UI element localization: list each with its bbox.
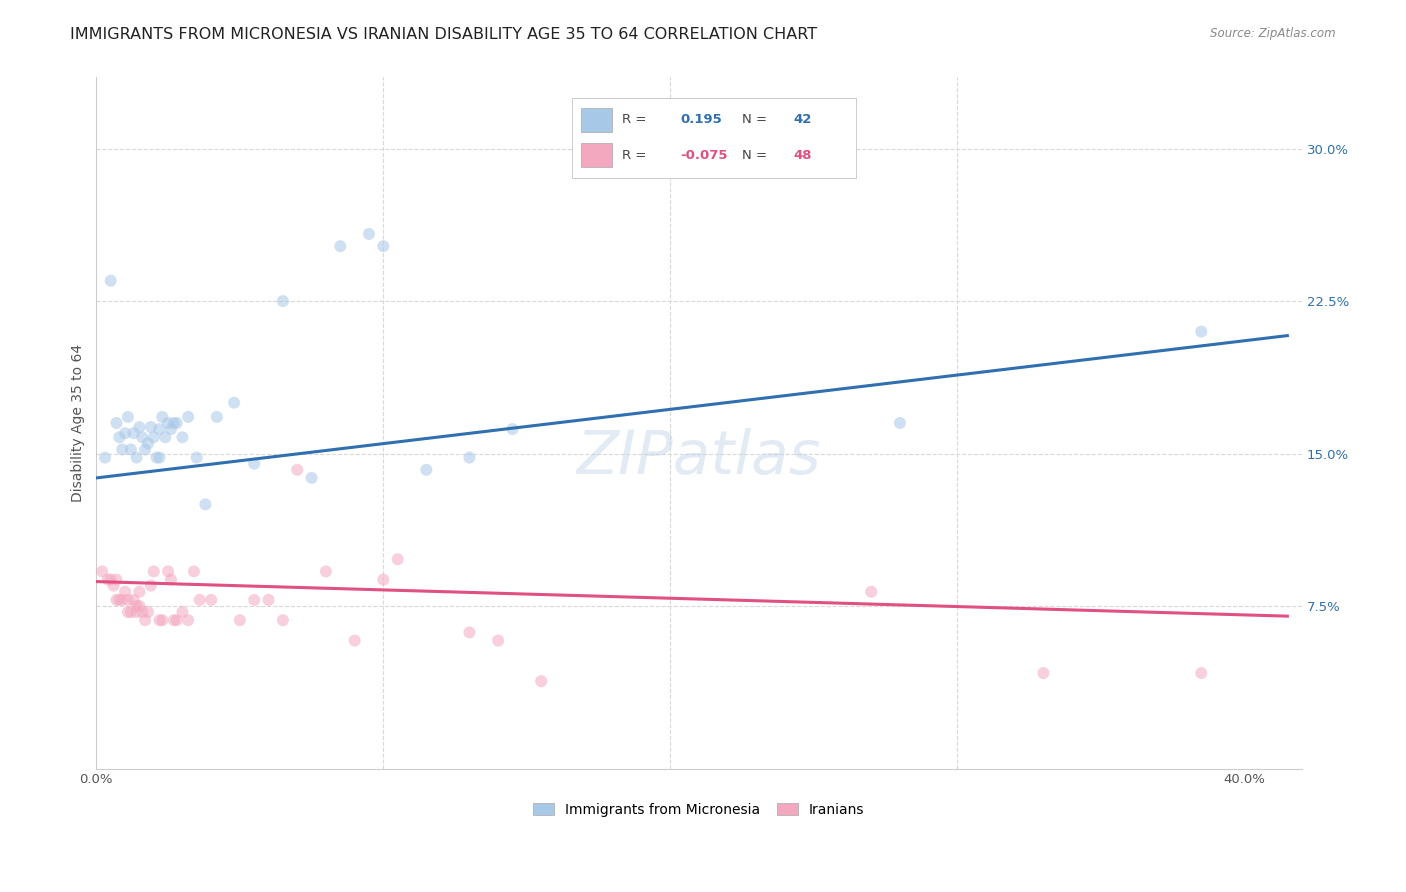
Point xyxy=(145,450,167,465)
Text: ZIPatlas: ZIPatlas xyxy=(576,428,821,487)
Point xyxy=(1032,666,1054,681)
Point xyxy=(120,442,142,457)
Point xyxy=(186,450,208,465)
Point xyxy=(157,416,180,430)
Point xyxy=(373,573,395,587)
Point xyxy=(166,416,188,430)
Point xyxy=(229,613,252,627)
Point xyxy=(120,605,142,619)
Point xyxy=(172,605,194,619)
Point xyxy=(136,605,159,619)
Point xyxy=(243,457,266,471)
Point xyxy=(142,565,165,579)
Point xyxy=(889,416,911,430)
Point xyxy=(1189,325,1212,339)
Point xyxy=(125,605,148,619)
Point xyxy=(271,613,294,627)
Point xyxy=(114,426,136,441)
Point xyxy=(139,420,162,434)
Point xyxy=(134,613,156,627)
Point xyxy=(142,430,165,444)
Point xyxy=(128,420,150,434)
Point xyxy=(114,584,136,599)
Legend: Immigrants from Micronesia, Iranians: Immigrants from Micronesia, Iranians xyxy=(526,796,872,824)
Point xyxy=(111,442,134,457)
Point xyxy=(530,674,553,689)
Point xyxy=(131,430,153,444)
Point xyxy=(108,430,131,444)
Point xyxy=(163,416,186,430)
Point xyxy=(1189,666,1212,681)
Point xyxy=(329,239,352,253)
Point xyxy=(150,613,173,627)
Point xyxy=(117,593,139,607)
Point xyxy=(131,605,153,619)
Point xyxy=(91,565,114,579)
Point xyxy=(257,593,280,607)
Point xyxy=(166,613,188,627)
Point xyxy=(100,274,122,288)
Point xyxy=(117,605,139,619)
Text: IMMIGRANTS FROM MICRONESIA VS IRANIAN DISABILITY AGE 35 TO 64 CORRELATION CHART: IMMIGRANTS FROM MICRONESIA VS IRANIAN DI… xyxy=(70,27,817,42)
Point xyxy=(177,613,200,627)
Point xyxy=(111,593,134,607)
Point xyxy=(148,613,170,627)
Point xyxy=(172,430,194,444)
Point xyxy=(315,565,337,579)
Point xyxy=(105,593,128,607)
Point xyxy=(157,565,180,579)
Y-axis label: Disability Age 35 to 64: Disability Age 35 to 64 xyxy=(72,344,86,502)
Point xyxy=(458,625,481,640)
Point xyxy=(160,573,183,587)
Point xyxy=(148,422,170,436)
Point xyxy=(125,599,148,613)
Point xyxy=(387,552,409,566)
Point xyxy=(163,613,186,627)
Point xyxy=(860,584,883,599)
Point xyxy=(134,442,156,457)
Point xyxy=(128,584,150,599)
Point xyxy=(177,409,200,424)
Point xyxy=(136,436,159,450)
Point xyxy=(148,450,170,465)
Point xyxy=(224,395,246,409)
Point xyxy=(122,426,145,441)
Point xyxy=(103,579,125,593)
Point xyxy=(155,430,177,444)
Point xyxy=(105,416,128,430)
Point xyxy=(343,633,366,648)
Point xyxy=(100,573,122,587)
Point xyxy=(194,497,217,511)
Point xyxy=(200,593,222,607)
Point xyxy=(415,463,437,477)
Point xyxy=(243,593,266,607)
Point xyxy=(160,422,183,436)
Point xyxy=(271,294,294,309)
Point xyxy=(357,227,380,241)
Point xyxy=(188,593,211,607)
Point xyxy=(486,633,509,648)
Point xyxy=(117,409,139,424)
Point xyxy=(150,409,173,424)
Point xyxy=(139,579,162,593)
Point xyxy=(183,565,205,579)
Point xyxy=(501,422,523,436)
Point xyxy=(285,463,308,477)
Point xyxy=(301,471,323,485)
Point xyxy=(128,599,150,613)
Text: Source: ZipAtlas.com: Source: ZipAtlas.com xyxy=(1211,27,1336,40)
Point xyxy=(94,450,117,465)
Point xyxy=(97,573,120,587)
Point xyxy=(105,573,128,587)
Point xyxy=(373,239,395,253)
Point xyxy=(125,450,148,465)
Point xyxy=(108,593,131,607)
Point xyxy=(205,409,228,424)
Point xyxy=(122,593,145,607)
Point xyxy=(458,450,481,465)
